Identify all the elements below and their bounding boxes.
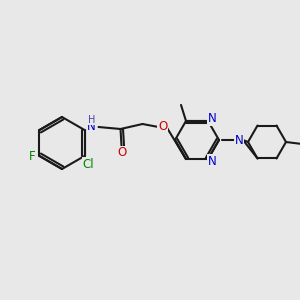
Text: F: F [29,149,36,163]
Text: N: N [208,154,216,168]
Text: N: N [235,134,243,146]
Text: H: H [88,115,95,125]
Text: Cl: Cl [83,158,94,170]
Text: N: N [87,121,96,134]
Text: O: O [158,121,167,134]
Text: N: N [208,112,216,125]
Text: O: O [117,146,126,160]
